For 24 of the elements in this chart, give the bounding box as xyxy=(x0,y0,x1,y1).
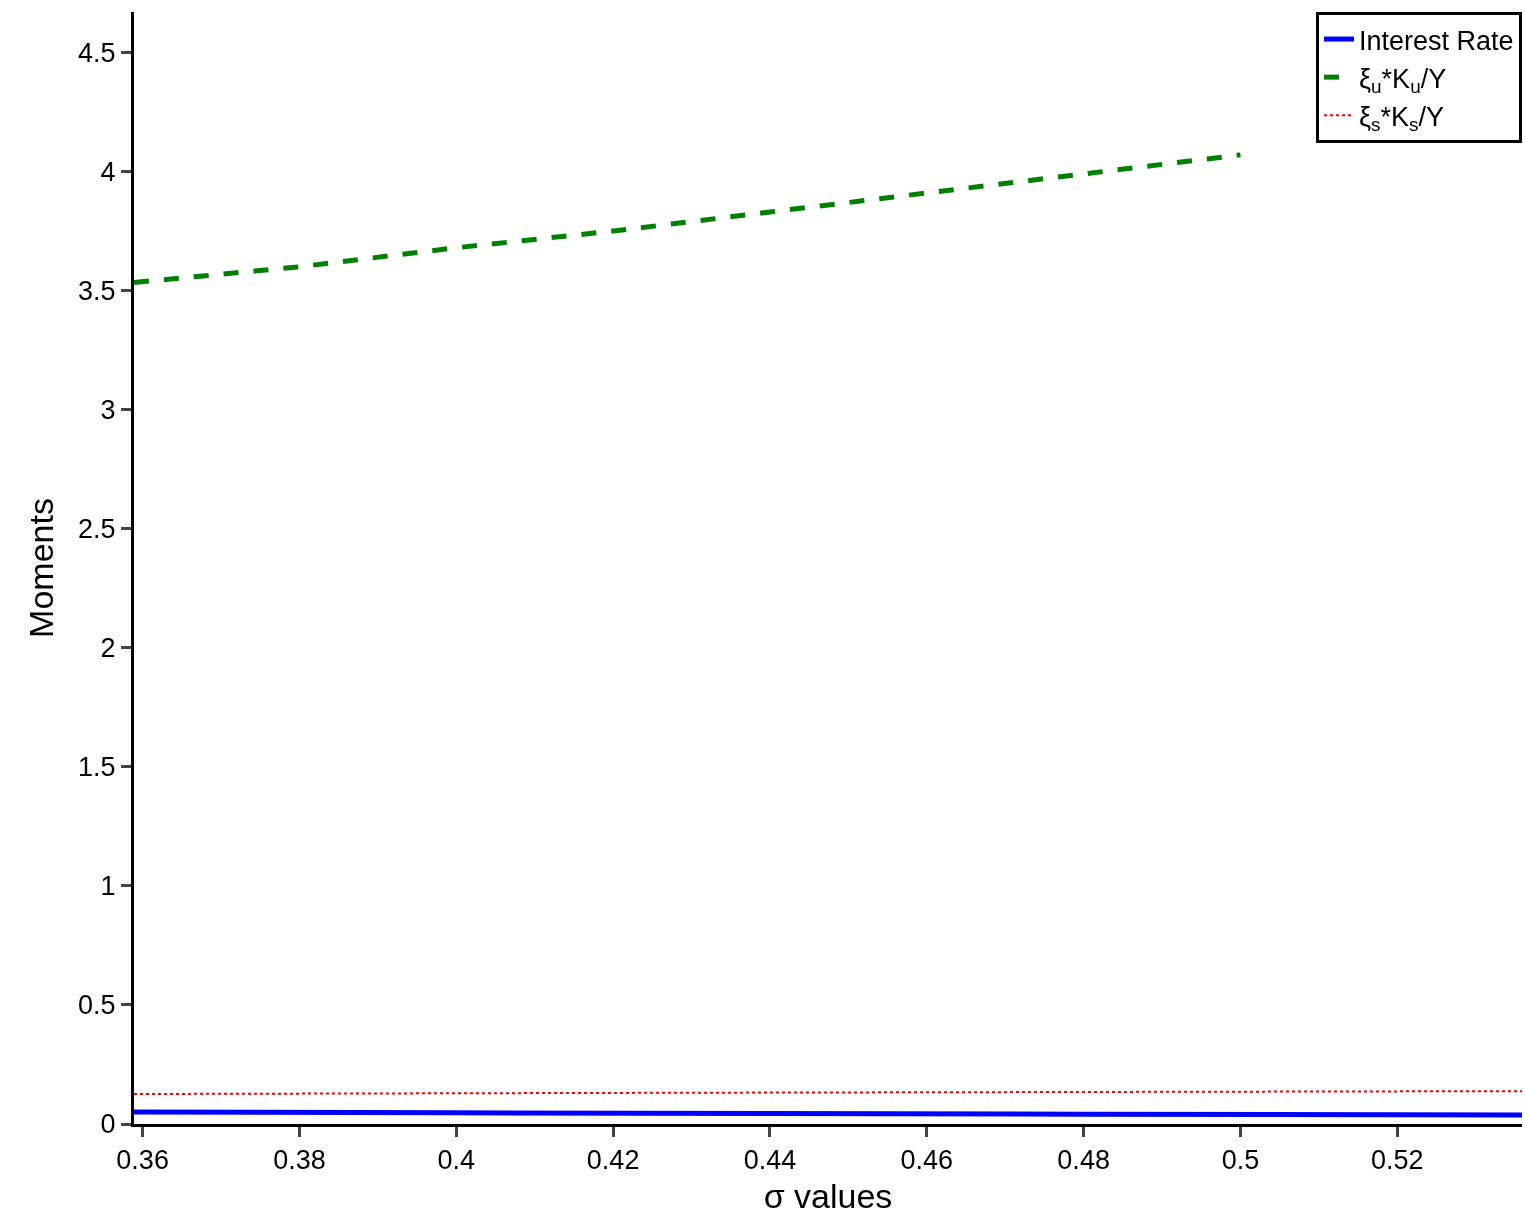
y-tick-label: 3.5 xyxy=(78,276,116,307)
x-axis-title: σ values xyxy=(763,1176,893,1215)
y-tick-label: 4.5 xyxy=(78,37,116,68)
y-tick-label: 3 xyxy=(100,395,116,426)
y-axis-title: Moments xyxy=(21,498,60,638)
x-tick-label: 0.5 xyxy=(1221,1145,1260,1176)
x-tick-label: 0.38 xyxy=(273,1145,326,1176)
legend-label: ξ$_{u}$*K$_{u}$/Y xyxy=(1359,63,1447,98)
x-tick-label: 0.46 xyxy=(900,1145,954,1176)
x-tick-label: 0.48 xyxy=(1057,1145,1110,1176)
y-tick-label: 1 xyxy=(100,871,116,902)
y-tick-label: 0.5 xyxy=(78,990,116,1021)
x-tick-label: 0.36 xyxy=(116,1145,169,1176)
y-tick-label: 2.5 xyxy=(78,514,116,545)
y-tick-label: 0 xyxy=(100,1109,116,1140)
legend-label: ξ$_{s}$*K$_{s}$/Y xyxy=(1359,101,1445,136)
x-tick-label: 0.52 xyxy=(1371,1145,1424,1176)
y-tick-label: 1.5 xyxy=(78,752,116,783)
legend-label: Interest Rate xyxy=(1359,25,1514,56)
y-tick-label: 4 xyxy=(100,156,116,187)
x-tick-label: 0.4 xyxy=(437,1145,476,1176)
y-tick-label: 2 xyxy=(100,633,116,664)
x-tick-label: 0.44 xyxy=(743,1145,797,1176)
x-tick-label: 0.42 xyxy=(586,1145,640,1176)
